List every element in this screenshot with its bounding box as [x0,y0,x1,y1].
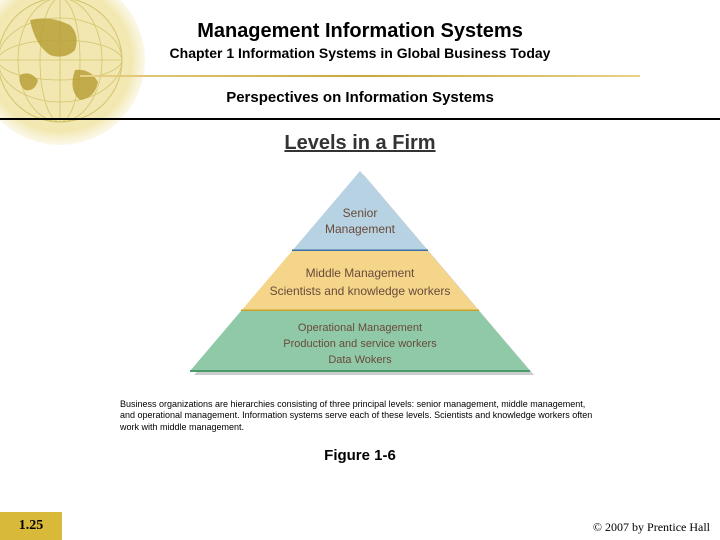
svg-text:Operational Management: Operational Management [298,322,422,334]
svg-text:Data Wokers: Data Wokers [328,354,392,366]
svg-text:Management: Management [325,222,396,236]
footer: 1.25 © 2007 by Prentice Hall [0,512,720,540]
pyramid-diagram: Senior Management Middle Management Scienti… [0,161,720,391]
svg-text:Production and service workers: Production and service workers [283,338,437,350]
chapter-title: Chapter 1 Information Systems in Global … [0,45,720,61]
figure-label: Figure 1-6 [0,447,720,464]
caption-text: Business organizations are hierarchies c… [120,399,600,433]
svg-text:Senior: Senior [343,206,378,220]
svg-text:Scientists and knowledge worke: Scientists and knowledge workers [270,284,451,298]
black-divider [0,118,720,120]
copyright: © 2007 by Prentice Hall [593,520,710,535]
main-title: Management Information Systems [0,20,720,43]
gold-divider [80,75,640,77]
subtitle: Perspectives on Information Systems [0,89,720,106]
svg-text:Middle Management: Middle Management [306,266,415,280]
slide-number: 1.25 [0,512,62,540]
header: Management Information Systems Chapter 1… [0,0,720,120]
